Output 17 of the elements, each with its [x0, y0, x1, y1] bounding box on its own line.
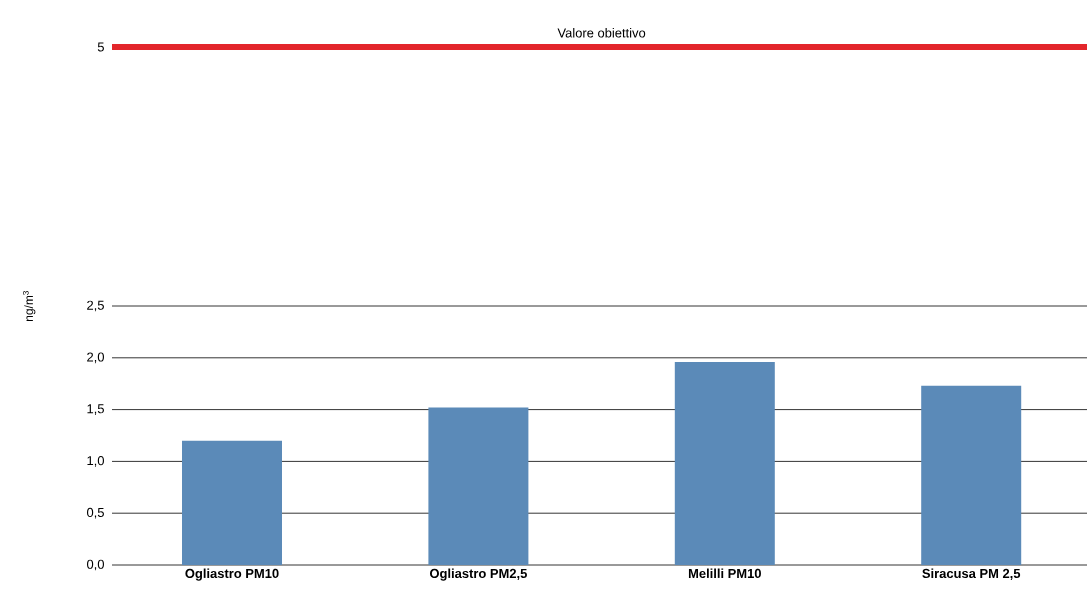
y-tick-label: 1,5: [87, 404, 104, 415]
bar: [428, 407, 529, 565]
bar: [182, 440, 282, 565]
y-tick-label: 2,5: [87, 300, 104, 312]
x-tick-label: Ogliastro PM10: [185, 568, 279, 581]
x-tick-label: Melilli PM10: [688, 568, 761, 579]
y-tick-label: 0,5: [86, 507, 104, 519]
bar: [674, 361, 775, 565]
y-tick-label: 5: [97, 42, 104, 52]
x-tick-label: Ogliastro PM2,5: [429, 568, 527, 581]
y-tick-label: 2,0: [87, 352, 104, 364]
y-tick-label: 1,0: [87, 456, 104, 467]
x-tick-label: Siracusa PM 2,5: [922, 568, 1021, 580]
bar: [921, 385, 1022, 565]
y-tick-label: 0,0: [86, 559, 104, 571]
y-axis-title: ng/m$^{3}$: [22, 291, 36, 321]
ref-line-label: Valore obiettivo: [557, 27, 646, 38]
